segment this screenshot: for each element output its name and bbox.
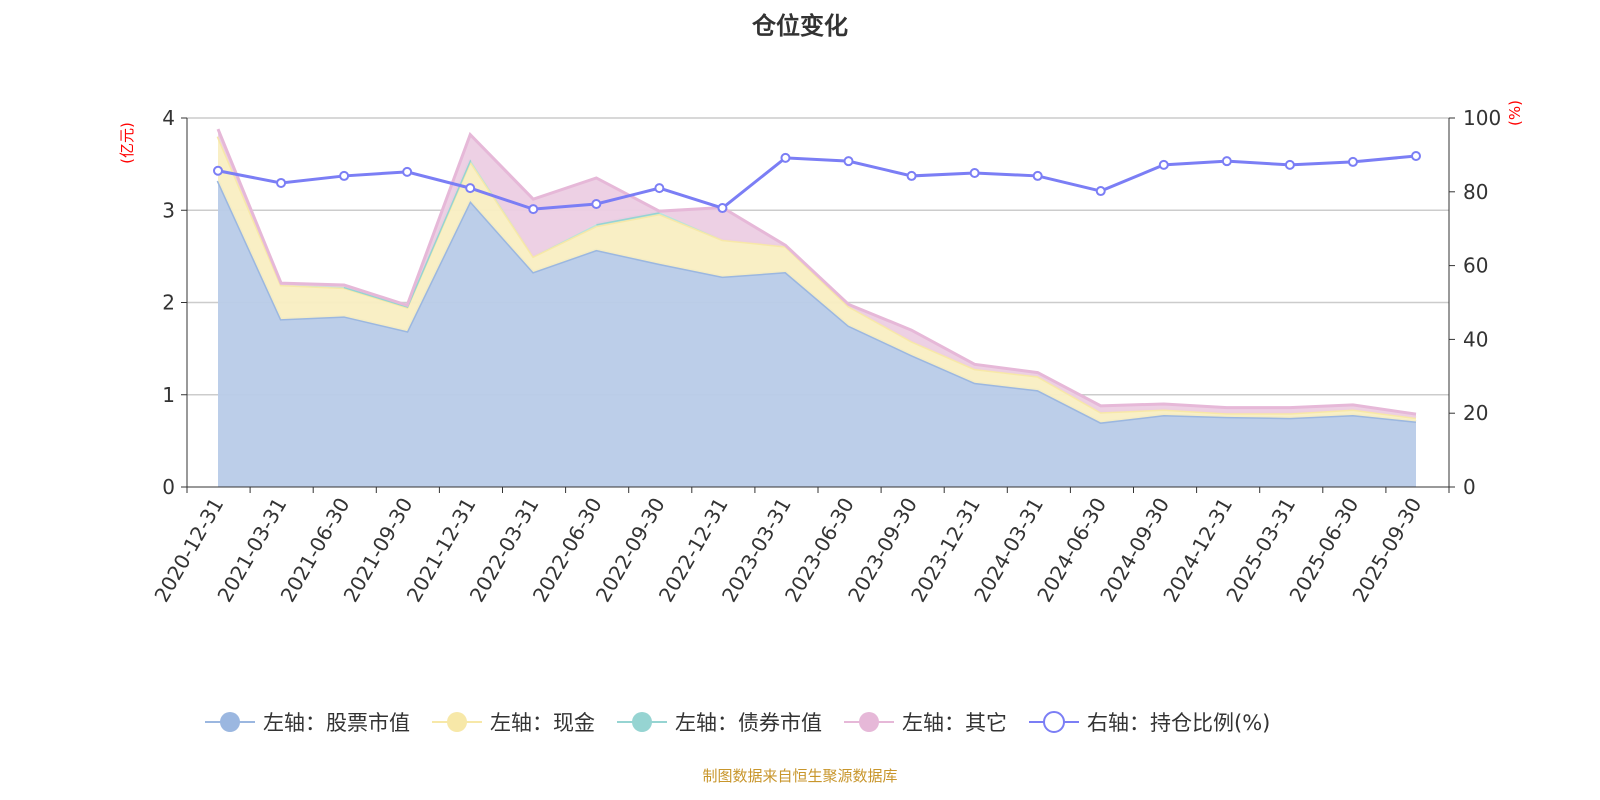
area-左轴：现金 — [218, 136, 1416, 423]
ratio-point — [1284, 159, 1295, 170]
ratio-point — [465, 183, 476, 194]
legend-marker — [220, 712, 240, 732]
ratio-point — [276, 177, 287, 188]
legend-marker — [632, 712, 652, 732]
right-tick-label: 100 — [1463, 106, 1501, 130]
right-tick-label: 40 — [1463, 327, 1488, 351]
ratio-point — [843, 156, 854, 167]
source-note: 制图数据来自恒生聚源数据库 — [702, 767, 898, 785]
legend-marker — [447, 712, 467, 732]
right-tick-label: 80 — [1463, 180, 1488, 204]
left-tick-label: 1 — [162, 383, 175, 407]
legend-label: 左轴：债券市值 — [675, 711, 822, 735]
ratio-point — [969, 167, 980, 178]
legend-label: 左轴：股票市值 — [263, 711, 410, 735]
legend-label: 左轴：其它 — [902, 711, 1007, 735]
left-tick-label: 0 — [162, 475, 175, 499]
ratio-point — [528, 204, 539, 215]
ratio-point — [1095, 186, 1106, 197]
line-左轴：其它 — [216, 128, 1417, 416]
ratio-point — [1347, 156, 1358, 167]
ratio-point — [780, 152, 791, 163]
left-axis-label: (亿元) — [118, 122, 136, 164]
line-ratio — [217, 154, 1417, 211]
legend-marker — [859, 712, 879, 732]
right-tick-label: 60 — [1463, 254, 1488, 278]
ratio-point — [906, 170, 917, 181]
legend-marker — [1043, 711, 1065, 733]
right-tick-label: 0 — [1463, 475, 1476, 499]
ratio-point — [1411, 151, 1421, 162]
legend-label: 左轴：现金 — [490, 711, 595, 735]
chart-svg: 01234020406080100(亿元)(%)2020-12-312021-0… — [118, 100, 1524, 735]
right-tick-label: 20 — [1463, 401, 1488, 425]
ratio-point — [339, 170, 350, 181]
left-tick-label: 3 — [162, 198, 175, 222]
ratio-point — [402, 166, 413, 177]
chart-title: 仓位变化 — [752, 12, 848, 40]
ratio-point — [654, 183, 665, 194]
ratio-point — [1221, 156, 1232, 167]
ratio-point — [591, 198, 602, 209]
ratio-point — [1032, 170, 1043, 181]
right-axis-label: (%) — [1506, 100, 1524, 126]
left-tick-label: 4 — [162, 106, 175, 130]
area-左轴：其它 — [218, 129, 1416, 418]
ratio-point — [213, 165, 223, 176]
ratio-point — [1158, 159, 1169, 170]
legend-label: 右轴：持仓比例(%) — [1087, 711, 1270, 735]
ratio-point — [717, 203, 728, 214]
left-tick-label: 2 — [162, 291, 175, 315]
area-左轴：股票市值 — [218, 180, 1416, 488]
